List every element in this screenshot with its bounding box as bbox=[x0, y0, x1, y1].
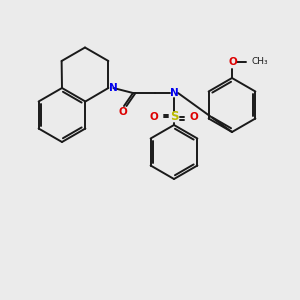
Text: O: O bbox=[229, 57, 237, 67]
Text: O: O bbox=[118, 107, 127, 117]
Text: CH₃: CH₃ bbox=[252, 58, 268, 67]
Text: N: N bbox=[110, 83, 118, 93]
Text: N: N bbox=[169, 88, 178, 98]
Text: O: O bbox=[190, 112, 198, 122]
Text: S: S bbox=[170, 110, 178, 124]
Text: O: O bbox=[150, 112, 158, 122]
